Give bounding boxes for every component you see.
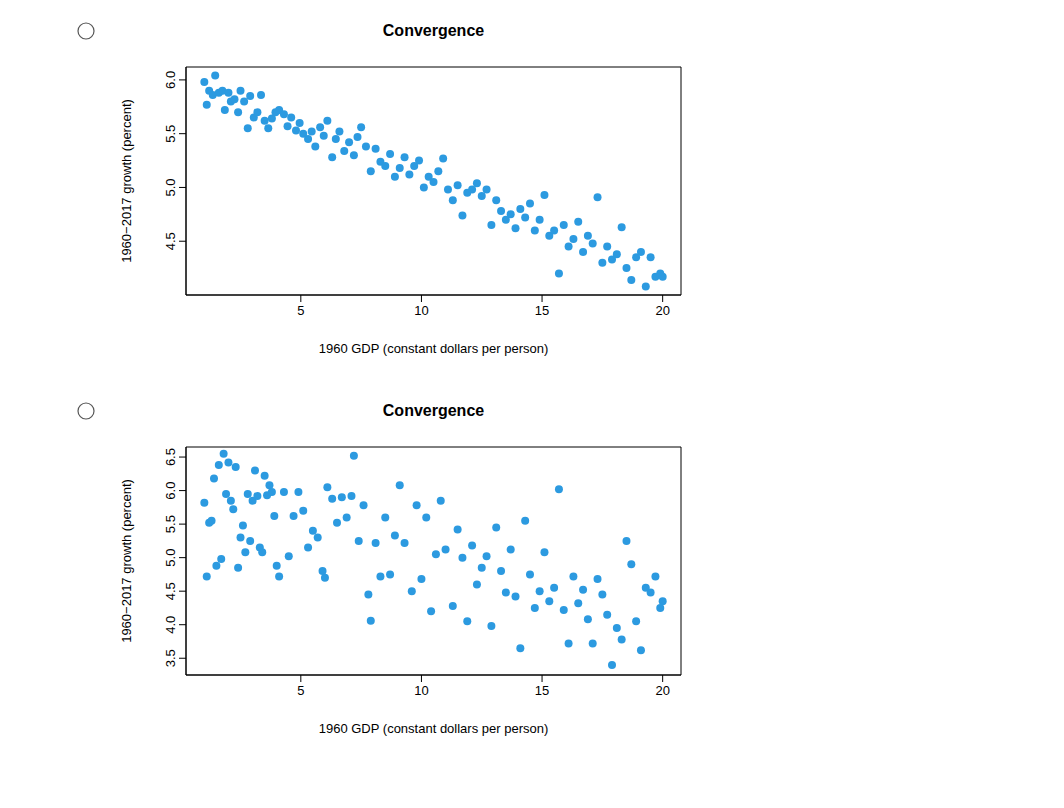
svg-text:10: 10	[414, 303, 428, 318]
svg-text:5: 5	[297, 303, 304, 318]
svg-text:1960 GDP (constant dollars per: 1960 GDP (constant dollars per person)	[319, 721, 549, 736]
svg-text:5.5: 5.5	[163, 125, 178, 143]
svg-text:1960−2017 growth (percent): 1960−2017 growth (percent)	[119, 479, 134, 643]
svg-text:10: 10	[414, 683, 428, 698]
svg-text:20: 20	[655, 683, 669, 698]
svg-text:6.0: 6.0	[163, 482, 178, 500]
svg-text:1960−2017 growth (percent): 1960−2017 growth (percent)	[119, 99, 134, 263]
svg-text:4.5: 4.5	[163, 582, 178, 600]
svg-text:20: 20	[655, 303, 669, 318]
svg-text:15: 15	[535, 683, 549, 698]
svg-text:15: 15	[535, 303, 549, 318]
svg-text:5: 5	[297, 683, 304, 698]
svg-text:5.0: 5.0	[163, 549, 178, 567]
svg-text:4.0: 4.0	[163, 616, 178, 634]
svg-text:6.0: 6.0	[163, 71, 178, 89]
svg-text:5.0: 5.0	[163, 178, 178, 196]
html-text:Convergence: Convergence	[382, 402, 485, 419]
svg-text:5.5: 5.5	[163, 515, 178, 533]
svg-text:1960 GDP (constant dollars per: 1960 GDP (constant dollars per person)	[319, 341, 549, 356]
svg-text:6.5: 6.5	[163, 448, 178, 466]
svg-text:4.5: 4.5	[163, 232, 178, 250]
html-text:Convergence: Convergence	[382, 22, 485, 39]
svg-text:3.5: 3.5	[163, 649, 178, 667]
